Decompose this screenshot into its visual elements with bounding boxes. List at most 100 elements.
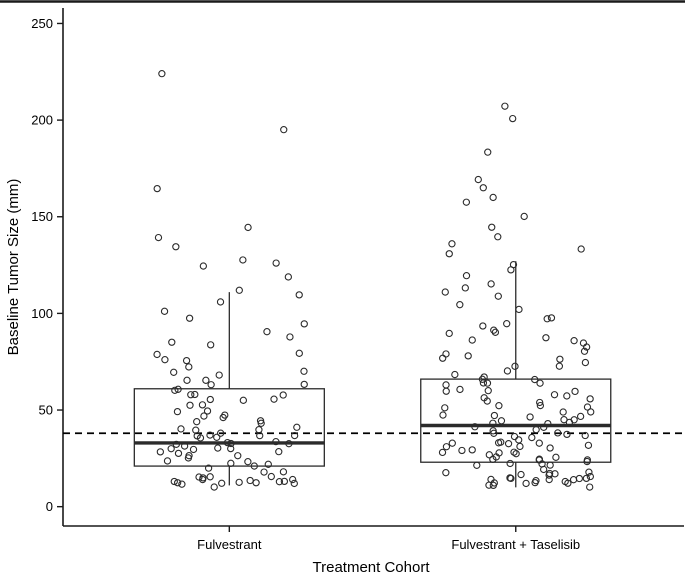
jitter-point <box>586 395 594 403</box>
jitter-point <box>300 367 308 375</box>
x-tick-label: Fulvestrant + Taselisib <box>451 537 580 552</box>
jitter-point <box>532 477 540 485</box>
jitter-point <box>538 460 546 468</box>
jitter-point <box>187 391 195 399</box>
jitter-point <box>584 441 593 449</box>
jitter-point <box>565 418 574 427</box>
jitter-point <box>515 305 523 314</box>
jitter-point <box>235 478 243 487</box>
jitter-point <box>448 439 456 447</box>
jitter-point <box>161 356 169 364</box>
jitter-point <box>185 314 194 322</box>
jitter-point <box>582 474 591 483</box>
jitter-point <box>484 148 492 156</box>
jitter-point <box>576 412 585 421</box>
points-group-2 <box>438 102 595 491</box>
jitter-point <box>172 440 180 449</box>
jitter-point <box>580 347 589 355</box>
jitter-point <box>563 392 571 400</box>
jitter-point <box>290 431 299 440</box>
jitter-point <box>215 371 223 379</box>
jitter-point <box>207 341 215 349</box>
jitter-point <box>195 473 203 481</box>
jitter-point <box>270 395 278 403</box>
jitter-point <box>300 320 308 328</box>
jitter-point <box>511 362 519 370</box>
jitter-point <box>198 401 207 409</box>
jitter-point <box>267 472 275 481</box>
jitter-point <box>202 376 210 384</box>
jitter-point <box>257 419 265 427</box>
jitter-point <box>289 475 297 484</box>
jitter-point <box>468 336 476 344</box>
jitter-point <box>217 429 225 437</box>
jitter-point <box>279 468 288 476</box>
jitter-point <box>543 315 551 323</box>
x-tick-label: Fulvestrant <box>197 537 262 552</box>
jitter-point <box>441 288 449 296</box>
jitter-point <box>489 419 497 427</box>
jitter-point <box>206 395 214 404</box>
jitter-point <box>571 387 579 396</box>
jitter-point <box>170 477 178 486</box>
jitter-point <box>290 479 298 488</box>
jitter-point <box>173 479 182 487</box>
jitter-point <box>210 483 218 491</box>
jitter-point <box>487 280 495 288</box>
jitter-point <box>235 286 243 294</box>
jitter-point <box>550 391 559 399</box>
jitter-point <box>494 233 502 241</box>
jitter-point <box>495 449 503 457</box>
jitter-point <box>535 439 543 447</box>
jitter-point <box>153 350 161 359</box>
jitter-point <box>204 464 213 472</box>
jitter-point <box>575 474 584 483</box>
jitter-point <box>442 469 450 477</box>
jitter-point <box>300 380 308 389</box>
jitter-point <box>480 394 488 402</box>
jitter-point <box>473 461 481 469</box>
jitter-point <box>536 379 544 387</box>
jitter-point <box>583 403 592 411</box>
jitter-point <box>488 223 496 231</box>
jitter-point <box>207 381 215 389</box>
jitter-point <box>227 459 235 467</box>
jitter-point <box>506 459 514 468</box>
jitter-point <box>272 438 280 446</box>
jitter-point <box>439 411 447 419</box>
jitter-point <box>445 329 453 338</box>
y-tick-label: 200 <box>31 113 53 128</box>
jitter-point <box>552 453 560 461</box>
jitter-point <box>503 320 511 328</box>
jitter-point <box>293 423 301 431</box>
jitter-point <box>214 444 222 452</box>
jitter-point <box>174 449 183 458</box>
boxplot-fulvestrant-taselisib <box>420 261 612 488</box>
jitter-point <box>489 193 497 202</box>
axes: 0 50 100 150 200 250 Fulvestrant Fulvestrant + … <box>31 8 684 552</box>
jitter-point <box>250 462 258 470</box>
jitter-point <box>193 432 201 440</box>
jitter-point <box>185 452 193 460</box>
jitter-point <box>216 298 225 306</box>
jitter-point <box>509 114 517 123</box>
jitter-point <box>199 262 208 270</box>
jitter-point <box>504 440 513 448</box>
jitter-point <box>458 446 466 455</box>
y-axis-title: Baseline Tumor Size (mm) <box>5 179 22 356</box>
jitter-point <box>462 198 471 206</box>
jitter-points <box>153 70 595 491</box>
jitter-point <box>272 259 280 267</box>
jitter-point <box>275 448 283 456</box>
boxplot-fulvestrant <box>133 292 325 486</box>
jitter-point <box>583 456 592 464</box>
jitter-point <box>579 339 588 347</box>
jitter-point <box>218 479 226 487</box>
jitter-point <box>448 240 456 248</box>
jitter-point <box>275 478 284 486</box>
jitter-point <box>182 356 191 365</box>
jitter-point <box>160 307 169 315</box>
jitter-point <box>464 352 472 360</box>
